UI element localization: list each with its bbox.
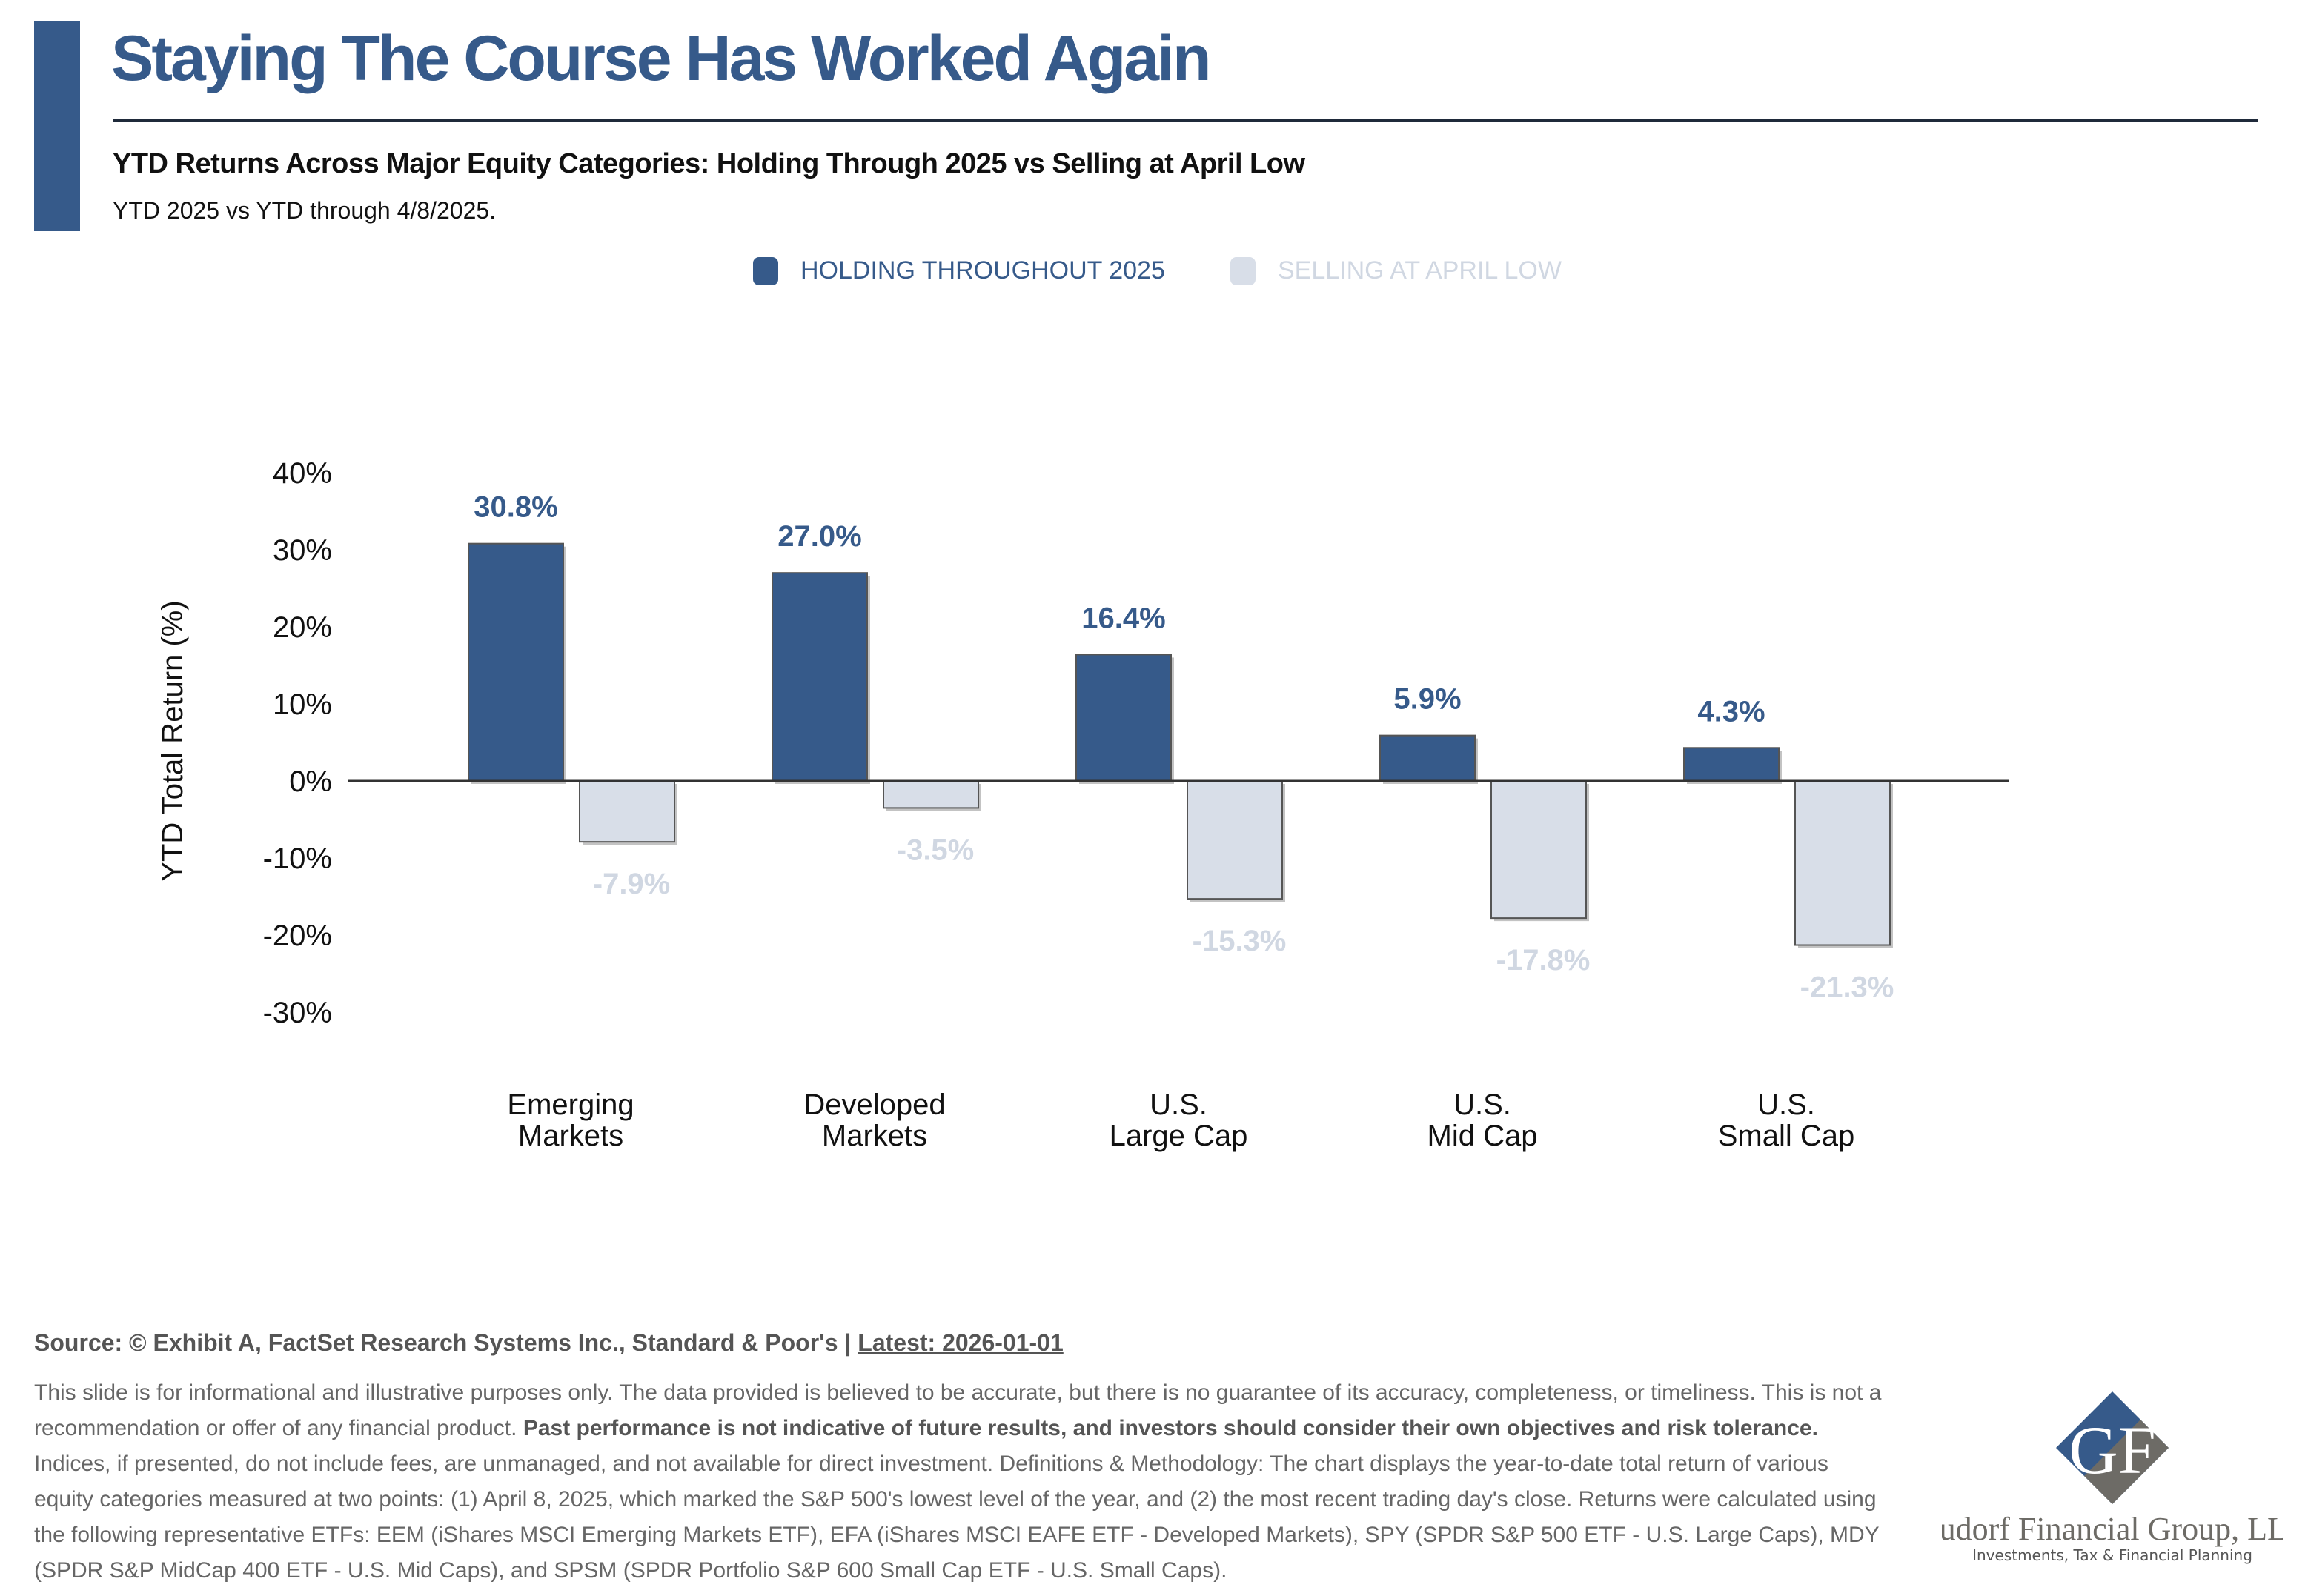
value-label-selling: -17.8% <box>1496 944 1591 977</box>
company-logo: GF Gudorf Financial Group, LLC Investmen… <box>1942 1391 2283 1564</box>
category-label: Large Cap <box>1110 1120 1248 1152</box>
legend-swatch-holding <box>753 256 778 285</box>
category-label: Developed <box>803 1088 945 1121</box>
value-label-selling: -3.5% <box>897 834 975 866</box>
logo-monogram: GF <box>2069 1412 2156 1488</box>
logo-diamond-grey <box>2084 1420 2169 1504</box>
value-label-holding: 4.3% <box>1697 695 1765 728</box>
logo-company-name: Gudorf Financial Group, LLC <box>1942 1511 2283 1547</box>
legend-swatch-selling <box>1230 256 1256 285</box>
logo-tagline: Investments, Tax & Financial Planning <box>1972 1546 2252 1564</box>
legend-item-holding: HOLDING THROUGHOUT 2025 <box>753 256 1165 285</box>
y-tick-label: -10% <box>263 842 332 875</box>
y-tick-label: 30% <box>273 534 332 567</box>
bar-selling <box>579 780 675 843</box>
bar-holding <box>772 572 868 782</box>
y-tick-label: -30% <box>263 997 332 1029</box>
value-label-holding: 27.0% <box>777 520 861 553</box>
y-tick-label: 40% <box>273 457 332 490</box>
bar-holding <box>468 542 564 782</box>
bar-selling <box>883 780 979 809</box>
y-axis-label: YTD Total Return (%) <box>156 600 189 881</box>
disclaimer-text-1: This slide is for informational and illu… <box>34 1380 1882 1440</box>
page-title: Staying The Course Has Worked Again <box>111 23 1212 94</box>
category-label: U.S. <box>1757 1088 1815 1121</box>
y-tick-label: 20% <box>273 611 332 644</box>
category-label: U.S. <box>1453 1088 1511 1121</box>
disclaimer-bold: Past performance is not indicative of fu… <box>523 1416 1818 1440</box>
legend-label-holding: HOLDING THROUGHOUT 2025 <box>800 256 1165 285</box>
category-label: Emerging <box>507 1088 634 1121</box>
value-label-holding: 30.8% <box>474 491 557 524</box>
title-divider <box>113 119 2258 122</box>
bar-selling <box>1794 780 1891 946</box>
bar-holding <box>1075 654 1172 782</box>
category-label: Mid Cap <box>1427 1120 1538 1152</box>
chart-description: YTD 2025 vs YTD through 4/8/2025. <box>113 197 497 224</box>
y-tick-label: -20% <box>263 920 332 952</box>
bar-selling <box>1490 780 1587 920</box>
value-label-selling: -7.9% <box>593 868 671 900</box>
value-label-selling: -15.3% <box>1193 925 1287 957</box>
disclaimer-text-2: Indices, if presented, do not include fe… <box>34 1452 1880 1583</box>
value-label-selling: -21.3% <box>1800 971 1894 1004</box>
category-label: U.S. <box>1150 1088 1207 1121</box>
legend-item-selling: SELLING AT APRIL LOW <box>1230 256 1562 285</box>
category-label: Markets <box>822 1120 927 1152</box>
chart-subtitle: YTD Returns Across Major Equity Categori… <box>113 148 1305 179</box>
bar-selling <box>1187 780 1283 900</box>
source-text: Source: © Exhibit A, FactSet Research Sy… <box>34 1329 858 1356</box>
legend-label-selling: SELLING AT APRIL LOW <box>1278 256 1562 285</box>
value-label-holding: 16.4% <box>1081 602 1165 634</box>
category-label: Markets <box>518 1120 623 1152</box>
bar-chart: 40% 30% 20% 10% 0% -10% -20% -30% YTD Total Retu… <box>156 457 2009 1152</box>
y-tick-label: 10% <box>273 688 332 721</box>
accent-bar <box>34 21 80 231</box>
disclaimer: This slide is for informational and illu… <box>34 1375 1887 1589</box>
source-line: Source: © Exhibit A, FactSet Research Sy… <box>34 1329 1064 1357</box>
bar-holding <box>1379 734 1476 782</box>
category-label: Small Cap <box>1718 1120 1855 1152</box>
y-tick-label: 0% <box>289 765 332 798</box>
bar-holding <box>1683 747 1780 782</box>
latest-date-link[interactable]: Latest: 2026-01-01 <box>858 1329 1064 1356</box>
value-label-holding: 5.9% <box>1393 683 1461 716</box>
